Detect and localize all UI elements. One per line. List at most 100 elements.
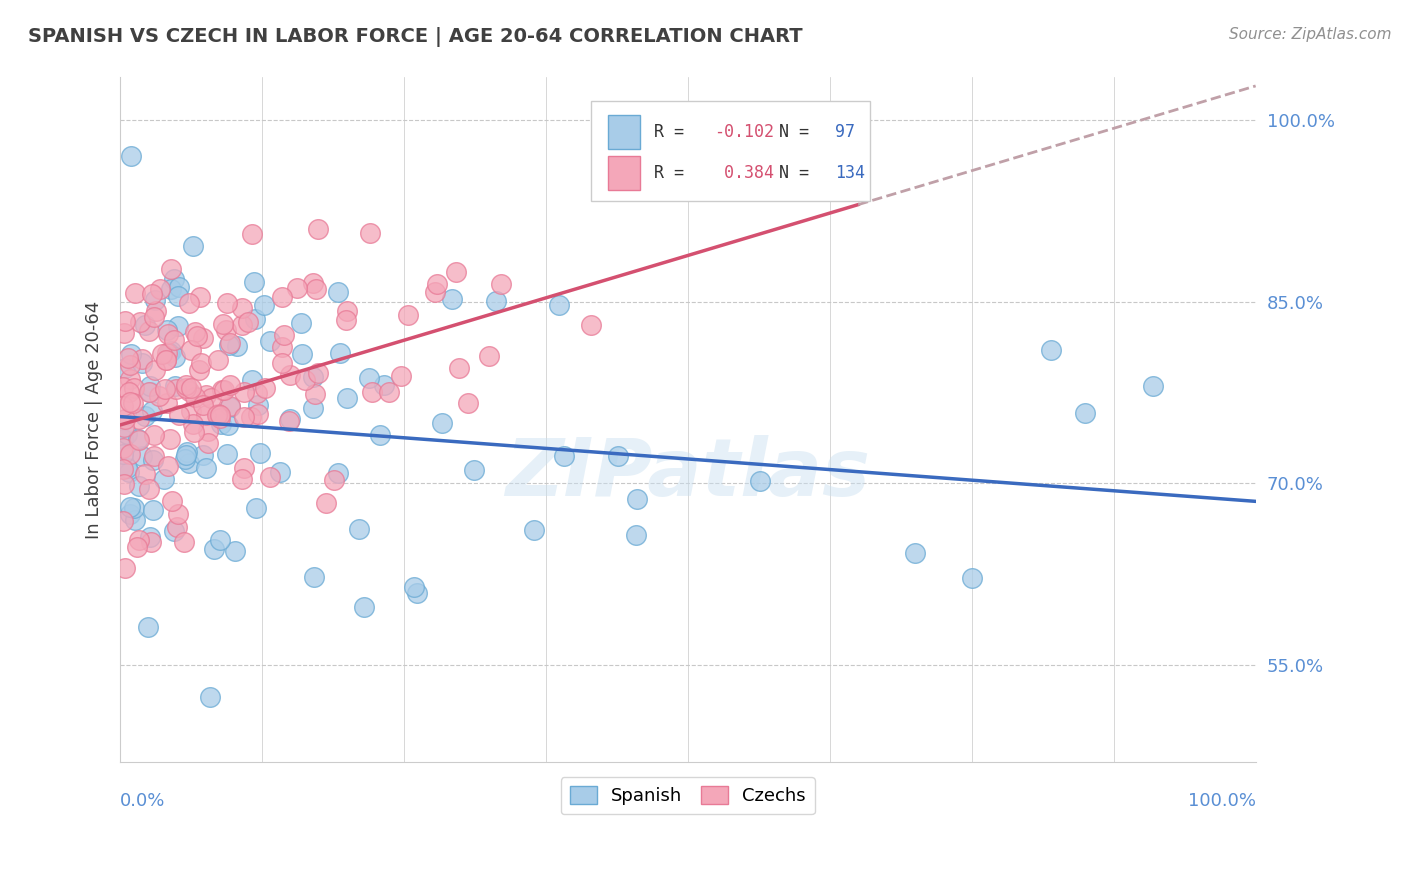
Point bbox=[294, 373, 316, 387]
Point bbox=[183, 325, 205, 339]
Point bbox=[523, 523, 546, 537]
Text: -0.102: -0.102 bbox=[714, 123, 773, 141]
Point bbox=[307, 366, 329, 380]
Point bbox=[131, 352, 153, 367]
Point bbox=[173, 534, 195, 549]
Point bbox=[215, 323, 238, 337]
Point bbox=[219, 335, 242, 350]
Point bbox=[142, 503, 165, 517]
Point bbox=[960, 571, 983, 585]
Point bbox=[112, 514, 135, 528]
Point bbox=[406, 585, 429, 599]
Point bbox=[143, 428, 166, 442]
Point bbox=[447, 361, 470, 376]
Text: 100.0%: 100.0% bbox=[1188, 792, 1256, 810]
Point bbox=[359, 371, 381, 385]
Point bbox=[232, 460, 254, 475]
Point bbox=[153, 382, 176, 396]
Point bbox=[208, 411, 231, 425]
Point bbox=[302, 401, 325, 415]
Point bbox=[124, 513, 146, 527]
Point bbox=[485, 294, 508, 309]
Point bbox=[423, 285, 446, 300]
Point bbox=[155, 353, 177, 368]
Point bbox=[624, 528, 647, 542]
Point bbox=[215, 447, 238, 461]
Point bbox=[271, 290, 294, 304]
Point bbox=[243, 312, 266, 326]
Point bbox=[218, 400, 240, 414]
Point bbox=[134, 467, 156, 481]
Point bbox=[236, 315, 259, 329]
Point bbox=[153, 472, 176, 486]
Point bbox=[134, 318, 156, 333]
Point bbox=[626, 492, 648, 507]
Point bbox=[112, 476, 135, 491]
Point bbox=[218, 377, 240, 392]
Y-axis label: In Labor Force | Age 20-64: In Labor Force | Age 20-64 bbox=[86, 301, 103, 539]
Point bbox=[285, 280, 308, 294]
Point bbox=[160, 493, 183, 508]
Point bbox=[278, 368, 301, 382]
Point bbox=[259, 469, 281, 483]
Point bbox=[112, 399, 135, 413]
Point bbox=[242, 373, 264, 387]
Point bbox=[131, 449, 153, 463]
Point bbox=[117, 351, 139, 365]
Point bbox=[301, 369, 323, 384]
Point bbox=[202, 541, 225, 556]
Point bbox=[124, 286, 146, 301]
Point bbox=[193, 448, 215, 462]
Point bbox=[174, 448, 197, 462]
Point bbox=[159, 344, 181, 359]
Text: ZIPatlas: ZIPatlas bbox=[505, 435, 870, 514]
Point bbox=[156, 345, 179, 359]
Point bbox=[211, 383, 233, 397]
Point bbox=[200, 391, 222, 405]
Point bbox=[207, 353, 229, 368]
Point bbox=[269, 465, 291, 479]
Text: Source: ZipAtlas.com: Source: ZipAtlas.com bbox=[1229, 27, 1392, 42]
Point bbox=[190, 356, 212, 370]
Point bbox=[120, 346, 142, 360]
Point bbox=[141, 287, 163, 301]
Text: 134: 134 bbox=[835, 164, 866, 182]
Point bbox=[291, 346, 314, 360]
Point bbox=[240, 227, 263, 241]
Point bbox=[112, 441, 135, 455]
Point bbox=[209, 417, 232, 431]
Point bbox=[426, 277, 449, 291]
Point bbox=[396, 308, 419, 322]
Point bbox=[181, 239, 204, 253]
Point bbox=[142, 452, 165, 467]
Point bbox=[373, 377, 395, 392]
Point bbox=[218, 399, 240, 413]
Point bbox=[548, 298, 571, 312]
Point bbox=[444, 265, 467, 279]
Point bbox=[115, 427, 138, 442]
Point bbox=[115, 461, 138, 475]
Point bbox=[163, 333, 186, 347]
Point bbox=[121, 395, 143, 409]
Point bbox=[142, 310, 165, 324]
Point bbox=[1040, 343, 1063, 357]
Point bbox=[143, 293, 166, 307]
Point bbox=[114, 412, 136, 426]
Point bbox=[156, 395, 179, 409]
Point bbox=[131, 356, 153, 370]
Point bbox=[149, 282, 172, 296]
Point bbox=[138, 385, 160, 400]
Point bbox=[166, 520, 188, 534]
Point bbox=[128, 315, 150, 329]
Point bbox=[748, 474, 770, 488]
Point bbox=[489, 277, 512, 292]
Point bbox=[315, 496, 337, 510]
Point bbox=[118, 508, 141, 522]
Point bbox=[217, 418, 239, 433]
Point bbox=[150, 347, 173, 361]
Point bbox=[1074, 406, 1097, 420]
Point bbox=[167, 408, 190, 422]
Point bbox=[174, 381, 197, 395]
Point bbox=[174, 452, 197, 467]
Point bbox=[218, 338, 240, 352]
